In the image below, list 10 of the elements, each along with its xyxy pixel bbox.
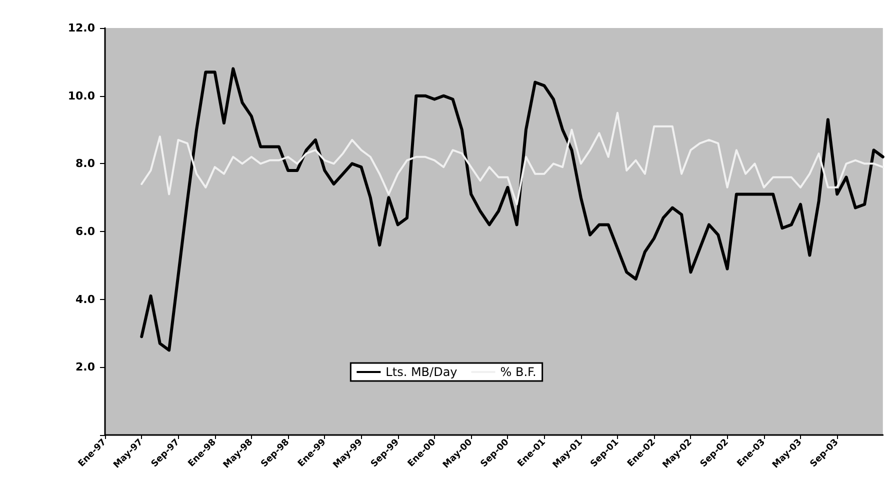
y-tick-label: 2.0 — [76, 360, 96, 374]
y-tick-label: 10.0 — [68, 89, 96, 102]
line-series — [140, 67, 884, 352]
y-tick-label: 12.0 — [68, 22, 96, 34]
y-tick-label: 8.0 — [76, 157, 96, 170]
legend-label: % B.F. — [500, 365, 536, 379]
y-tick-label: 4.0 — [76, 292, 96, 306]
legend-label: Lts. MB/Day — [386, 365, 458, 379]
line-series — [140, 112, 884, 206]
y-tick-label: 6.0 — [76, 225, 96, 238]
